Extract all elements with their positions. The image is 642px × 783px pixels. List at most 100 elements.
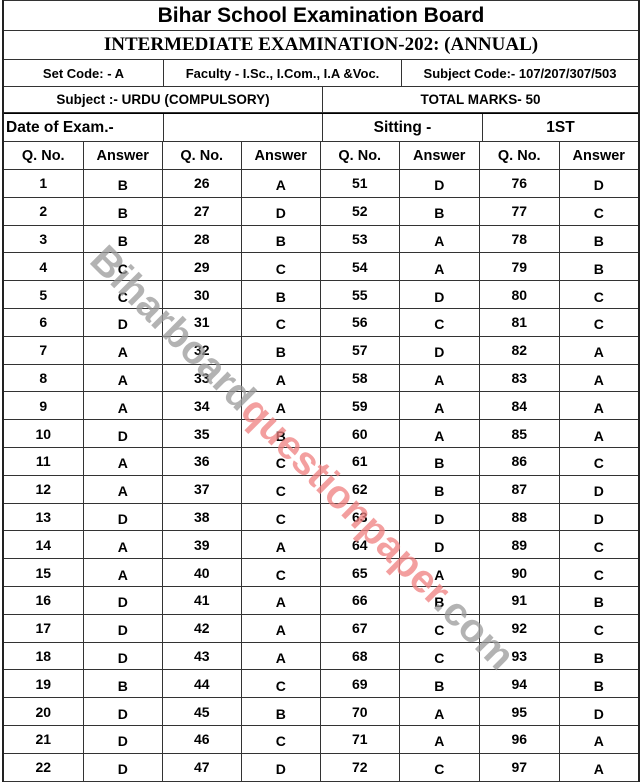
answer-cell: C [593, 205, 604, 222]
question-number-cell: 37 [163, 475, 242, 503]
question-number-cell: 92 [480, 614, 560, 642]
answer-cell: B [400, 586, 480, 614]
total-marks: TOTAL MARKS- 50 [420, 92, 541, 107]
question-number-cell: 13 [4, 503, 84, 531]
answer-cell: A [593, 399, 604, 416]
answer-cell: C [84, 253, 163, 281]
answer-table-body: 1 B 26 A 51 D 76 D 2 B 27 D 52 B 77 C 3 B 28 B 53 A 78 B 4 C 29 C 54… [4, 170, 638, 782]
answer-cell: D [400, 503, 480, 531]
question-number-cell: 14 [4, 531, 84, 559]
question-number-cell: 94 [480, 670, 560, 698]
question-number-cell: 89 [480, 531, 560, 559]
question-number-cell: 66 [321, 586, 400, 614]
answer-cell: C [593, 288, 604, 305]
answer-cell: A [400, 364, 480, 392]
question-number-cell: 65 [321, 559, 400, 586]
question-number-cell: 93 [480, 642, 560, 670]
answer-cell: D [400, 336, 480, 364]
answer-cell: B [242, 225, 321, 253]
answer-cell: A [593, 761, 604, 778]
question-number-cell: 19 [4, 670, 84, 698]
question-number-cell: 39 [163, 531, 242, 559]
question-number-cell: 11 [4, 447, 84, 475]
question-number-cell: 67 [321, 614, 400, 642]
table-row: 14 A 39 A 64 D 89 C [4, 531, 638, 560]
answer-cell: C [593, 455, 604, 472]
question-number-cell: 38 [163, 503, 242, 531]
answer-cell: C [593, 316, 604, 333]
question-number-cell: 5 [4, 281, 84, 308]
question-number-cell: 36 [163, 447, 242, 475]
col-qno: Q. No. [480, 142, 560, 169]
answer-cell: D [400, 531, 480, 559]
answer-cell: A [84, 364, 163, 392]
answer-cell: B [242, 698, 321, 725]
table-row: 9 A 34 A 59 A 84 A [4, 392, 638, 421]
question-number-cell: 70 [321, 698, 400, 725]
question-number-cell: 69 [321, 670, 400, 698]
table-row: 20 D 45 B 70 A 95 D [4, 698, 638, 726]
answer-cell: D [84, 586, 163, 614]
table-row: 11 A 36 C 61 B 86 C [4, 447, 638, 476]
answer-cell: B [84, 197, 163, 225]
table-row: 22 D 47 D 72 C 97 A [4, 753, 638, 782]
answer-cell: B [400, 197, 480, 225]
answer-cell: D [84, 308, 163, 336]
question-number-cell: 35 [163, 420, 242, 447]
answer-cell: B [84, 225, 163, 253]
question-number-cell: 62 [321, 475, 400, 503]
sitting-value: 1ST [546, 118, 575, 136]
answer-cell: A [242, 614, 321, 642]
question-number-cell: 59 [321, 392, 400, 420]
table-row: 15 A 40 C 65 A 90 C [4, 559, 638, 587]
table-row: 8 A 33 A 58 A 83 A [4, 364, 638, 393]
answer-cell: B [242, 336, 321, 364]
question-number-cell: 16 [4, 586, 84, 614]
answer-cell: C [242, 308, 321, 336]
answer-cell: B [593, 677, 604, 694]
answer-cell: D [84, 503, 163, 531]
answer-cell: C [400, 642, 480, 670]
col-qno: Q. No. [4, 142, 84, 169]
question-number-cell: 56 [321, 308, 400, 336]
question-number-cell: 51 [321, 170, 400, 197]
answer-cell: B [242, 281, 321, 308]
answer-cell: C [242, 670, 321, 698]
table-row: 6 D 31 C 56 C 81 C [4, 308, 638, 337]
question-number-cell: 54 [321, 253, 400, 281]
question-number-cell: 97 [480, 753, 560, 781]
subject-code: Subject Code:- 107/207/307/503 [423, 65, 617, 81]
answer-cell: C [400, 753, 480, 781]
answer-cell: A [400, 392, 480, 420]
question-number-cell: 9 [4, 392, 84, 420]
answer-cell: D [593, 483, 604, 500]
question-number-cell: 30 [163, 281, 242, 308]
answer-cell: B [593, 232, 604, 249]
question-number-cell: 1 [4, 170, 84, 197]
table-row: 1 B 26 A 51 D 76 D [4, 170, 638, 198]
faculty: Faculty - I.Sc., I.Com., I.A &Voc. [164, 60, 402, 86]
answer-cell: C [242, 447, 321, 475]
answer-cell: D [400, 170, 480, 197]
answer-cell: A [400, 225, 480, 253]
answer-cell: A [400, 725, 480, 753]
col-answer: Answer [400, 142, 480, 169]
question-number-cell: 63 [321, 503, 400, 531]
answer-cell: C [242, 253, 321, 281]
question-number-cell: 46 [163, 725, 242, 753]
answer-cell: C [84, 281, 163, 308]
answer-cell: B [400, 475, 480, 503]
question-number-cell: 43 [163, 642, 242, 670]
answer-cell: C [242, 725, 321, 753]
question-number-cell: 80 [480, 281, 560, 308]
answer-cell: C [400, 308, 480, 336]
table-row: 18 D 43 A 68 C 93 B [4, 642, 638, 671]
question-number-cell: 76 [480, 170, 560, 197]
answer-cell: C [242, 559, 321, 586]
answer-cell: A [593, 344, 604, 361]
table-row: 19 B 44 C 69 B 94 B [4, 670, 638, 699]
answer-cell: A [84, 559, 163, 586]
answer-cell: A [400, 420, 480, 447]
question-number-cell: 87 [480, 475, 560, 503]
